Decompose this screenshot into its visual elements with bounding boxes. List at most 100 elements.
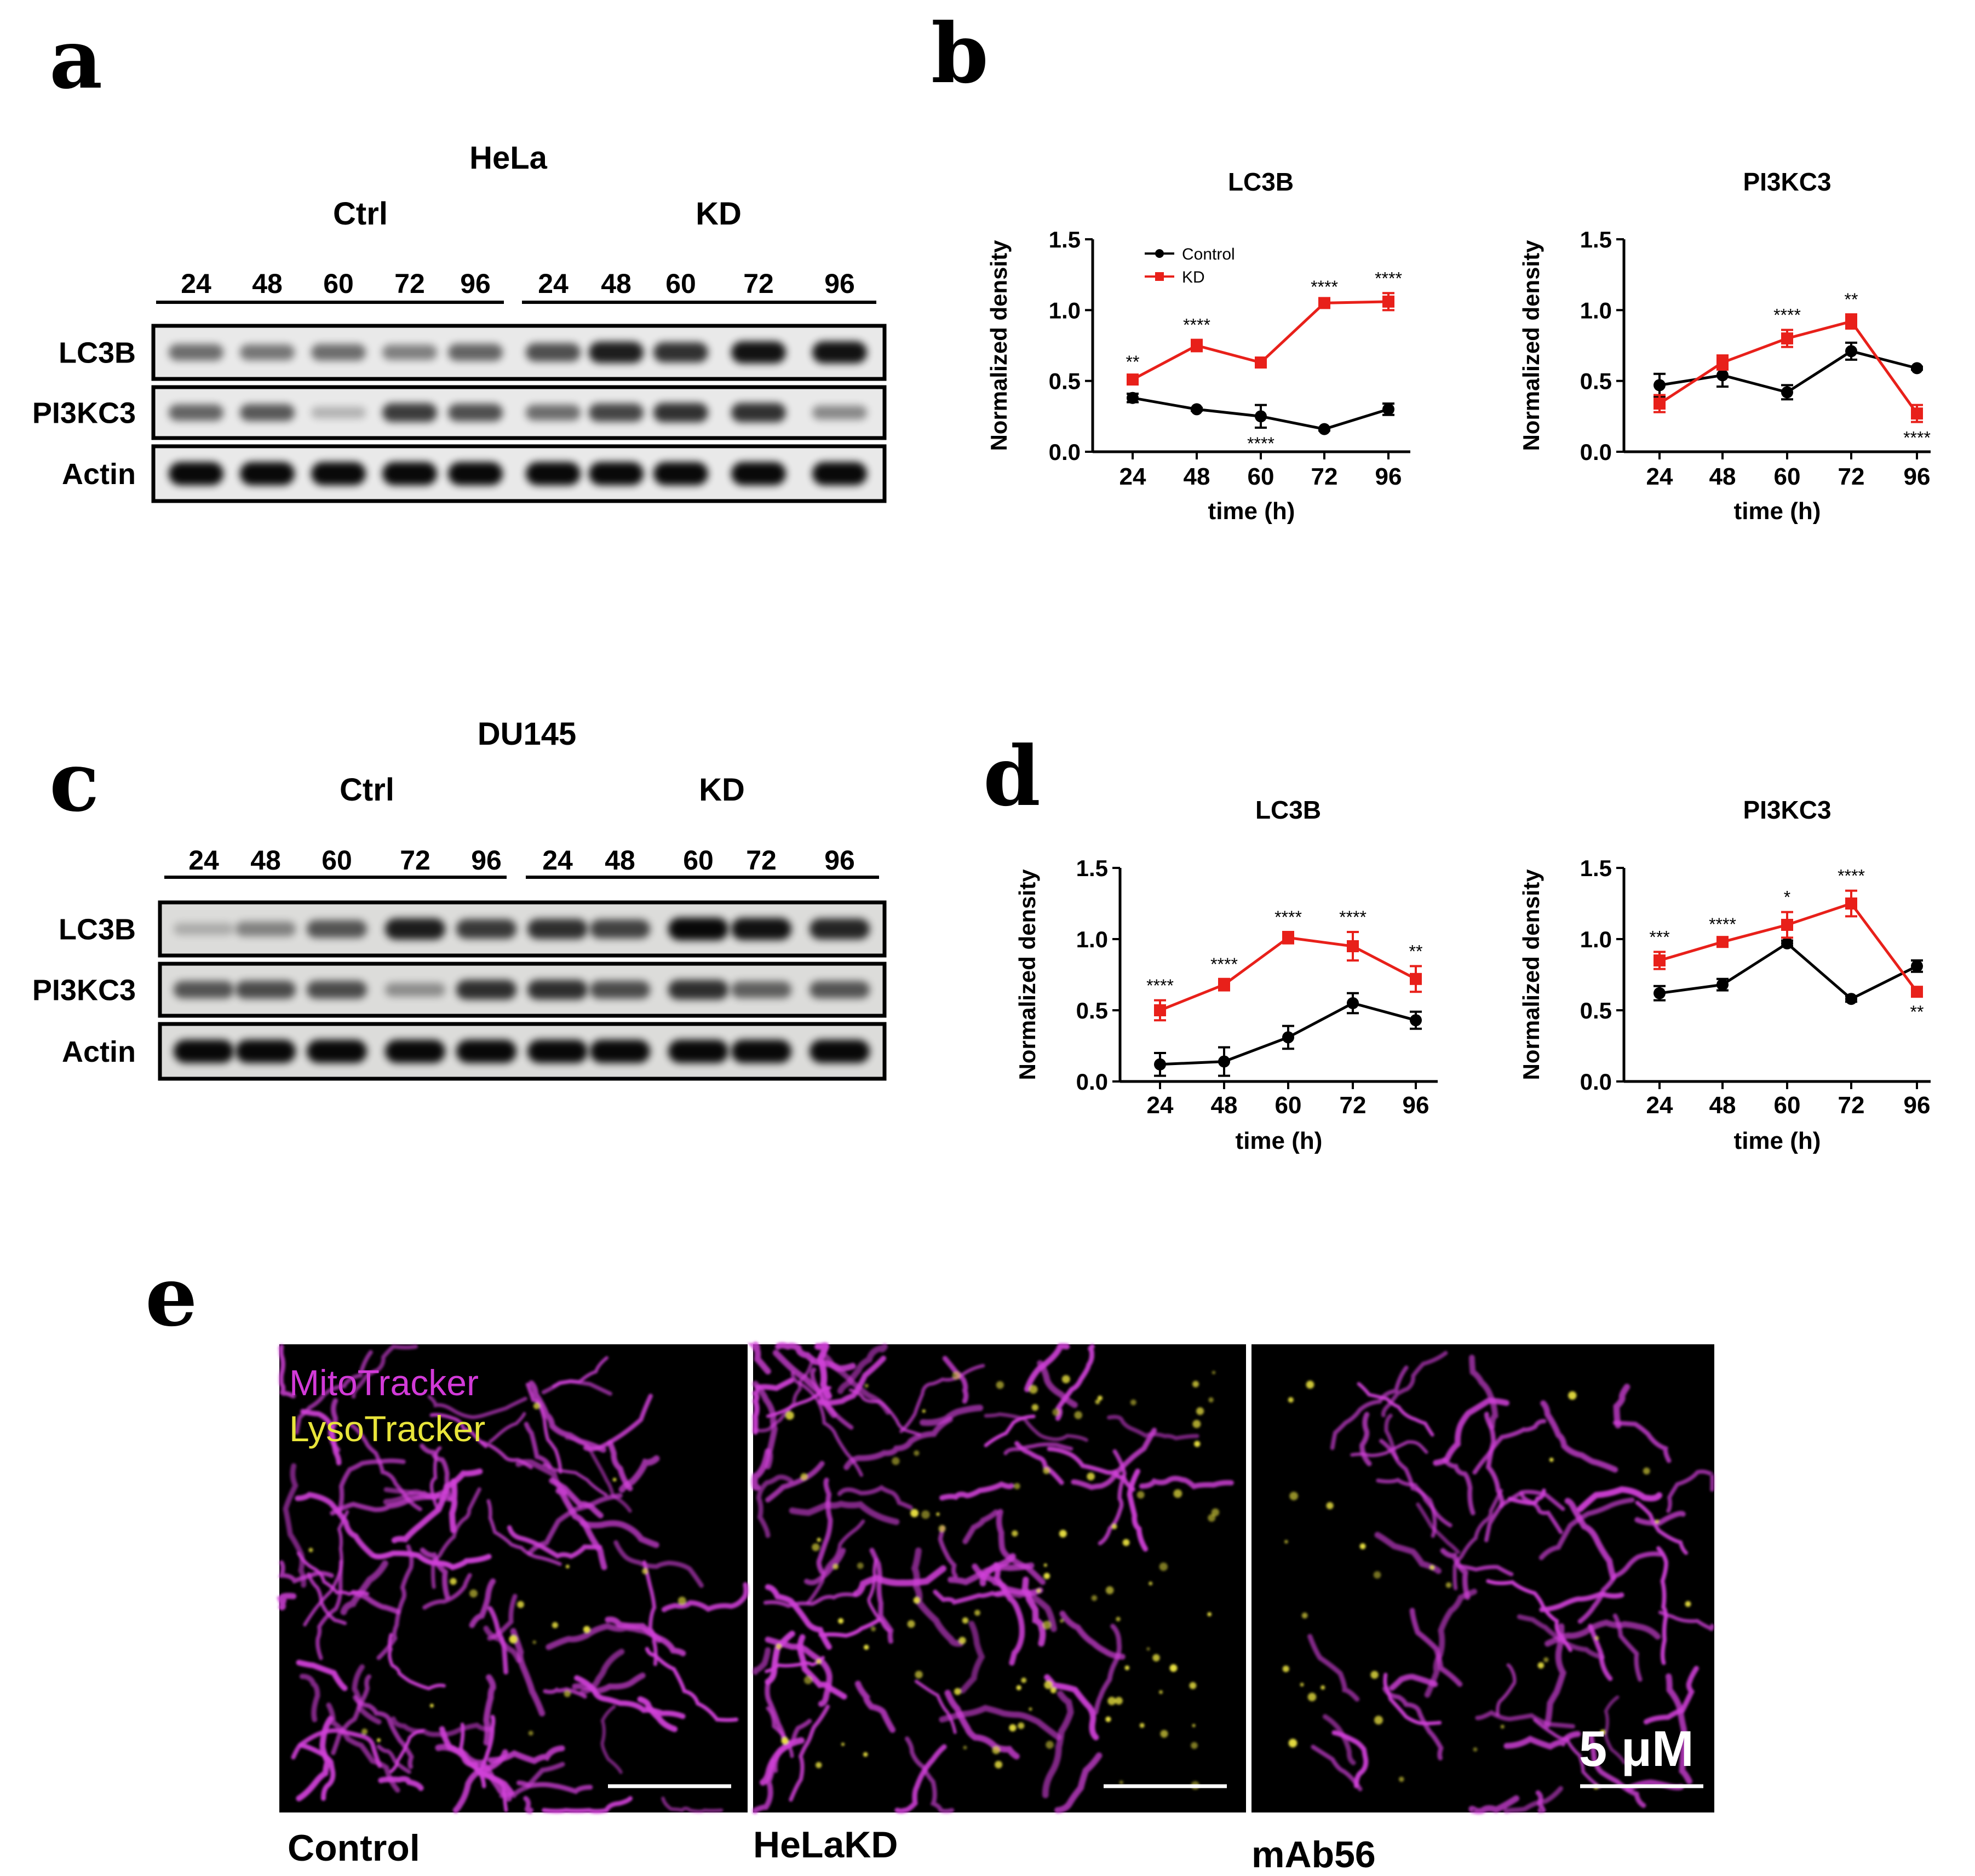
mitochondrion-filament — [295, 1350, 373, 1435]
data-point-control — [1127, 392, 1139, 404]
mitochondrion-filament — [1612, 1613, 1643, 1682]
x-axis-label: time (h) — [1236, 1127, 1323, 1154]
lysosome-dot — [1173, 1489, 1182, 1498]
mitochondrion-filament — [1643, 1666, 1699, 1725]
mitochondrion-filament — [449, 1478, 458, 1533]
lysosome-dot — [1029, 1385, 1038, 1394]
lysosome-dot — [1194, 1441, 1201, 1447]
mitochondrion-filament — [1416, 1502, 1460, 1555]
mitochondrion-filament — [765, 1461, 825, 1503]
du145-band — [590, 1039, 650, 1063]
du145-band — [809, 918, 870, 940]
mitochondrion-filament — [278, 1344, 296, 1399]
mitochondrion-filament — [328, 1398, 341, 1453]
significance-marker: *** — [1649, 927, 1669, 947]
lysosome-dot — [1031, 1404, 1039, 1411]
lysosome-dot — [1192, 1380, 1199, 1388]
hela-lane-label: 72 — [743, 268, 774, 299]
hela-cell-line-title: HeLa — [469, 140, 548, 176]
mitochondrion-filament — [420, 1443, 452, 1501]
mitochondrion-filament — [1037, 1360, 1078, 1408]
lysosome-dot — [1192, 1724, 1196, 1728]
lysosome-dot — [1306, 1380, 1314, 1389]
legend-marker — [1155, 249, 1164, 258]
mitochondrion-filament — [1376, 1477, 1437, 1538]
mitochondrion-filament — [661, 1797, 724, 1814]
mitochondrion-filament — [790, 1371, 863, 1477]
legend-lysotracker: LysoTracker — [289, 1408, 485, 1449]
x-tick-label: 24 — [1119, 463, 1146, 490]
mitochondrion-filament — [1107, 1414, 1199, 1441]
hela-row-label-pi3kc3: PI3KC3 — [32, 397, 136, 430]
lysosome-dot — [1473, 1747, 1478, 1752]
mitochondrion-filament — [1658, 1610, 1714, 1631]
mitochondrion-filament — [542, 1796, 633, 1814]
mitochondrion-filament — [525, 1383, 562, 1474]
mitochondrion-filament — [352, 1664, 382, 1725]
du145-band — [174, 923, 234, 935]
mitochondrion-filament — [1381, 1351, 1448, 1418]
mitochondrion-filament — [296, 1716, 334, 1802]
lysosome-dot — [1097, 1395, 1103, 1401]
mitochondrion-filament — [1331, 1730, 1369, 1788]
lysosome-dot — [1105, 1716, 1111, 1722]
lysosome-dot — [1043, 1573, 1050, 1579]
lysosome-dot — [892, 1457, 900, 1465]
data-point-kd — [1716, 936, 1729, 948]
x-tick-label: 72 — [1838, 1092, 1865, 1119]
lysosome-dot — [776, 1643, 782, 1649]
lysosome-dot — [1300, 1683, 1304, 1687]
du145-lane-label: 60 — [683, 845, 714, 876]
lysosome-dot — [864, 1644, 869, 1650]
mitochondrion-filament — [984, 1414, 1036, 1447]
mitochondrion-filament — [487, 1606, 508, 1674]
hela-band — [731, 341, 786, 364]
mitochondrion-filament — [914, 1679, 957, 1734]
mitochondrion-filament — [843, 1416, 953, 1470]
hela-lane-label: 48 — [601, 268, 631, 299]
lysosome-dot — [1021, 1677, 1027, 1683]
data-point-control — [1781, 386, 1793, 399]
mitochondrion-filament — [1442, 1458, 1475, 1516]
x-tick-label: 60 — [1774, 463, 1801, 490]
du145-group-ctrl: Ctrl — [340, 772, 394, 808]
du145-lane-label: 24 — [188, 845, 219, 876]
du145-lane-label: 72 — [400, 845, 430, 876]
mitochondrion-filament — [789, 1704, 830, 1802]
hela-band — [526, 462, 581, 486]
hela-band — [589, 341, 644, 364]
scale-label: 5 μM — [1579, 1721, 1694, 1777]
mitochondrion-filament — [546, 1623, 662, 1650]
lysosome-dot — [1211, 1508, 1220, 1517]
y-tick-label: 0.0 — [1580, 1069, 1612, 1095]
mitochondrion-filament — [797, 1634, 847, 1700]
lysosome-dot — [450, 1578, 457, 1585]
lysosome-dot — [565, 1564, 570, 1569]
lysosome-dot — [1212, 1371, 1216, 1374]
mitochondrion-filament — [1409, 1608, 1463, 1687]
du145-group-kd: KD — [699, 772, 745, 808]
mitochondrion-filament — [469, 1578, 496, 1628]
lysosome-dot — [1043, 1563, 1047, 1567]
mitochondrion-filament — [429, 1413, 488, 1448]
mitochondrion-filament — [278, 1560, 334, 1584]
significance-marker: **** — [1247, 434, 1274, 453]
hela-band — [382, 344, 437, 360]
panel-label-e: e — [145, 1248, 197, 1345]
lysosome-dot — [1399, 1776, 1404, 1782]
lysosome-dot — [1124, 1665, 1130, 1671]
data-point-control — [1911, 362, 1923, 375]
hela-band — [526, 343, 581, 362]
lysosome-dot — [1139, 1723, 1145, 1728]
mitochondrion-filament — [579, 1520, 659, 1548]
mitochondrion-filament — [1588, 1734, 1646, 1808]
mitochondrion-filament — [939, 1705, 1061, 1741]
mitochondrion-filament — [763, 1592, 858, 1608]
mitochondrion-filament — [806, 1519, 865, 1604]
mitochondrion-filament — [383, 1491, 441, 1505]
mitochondrion-filament — [1538, 1497, 1635, 1561]
panel-label-d: d — [983, 728, 1041, 825]
x-tick-label: 96 — [1375, 463, 1402, 490]
mitochondrion-filament — [1666, 1469, 1715, 1513]
data-point-control — [1781, 937, 1793, 949]
